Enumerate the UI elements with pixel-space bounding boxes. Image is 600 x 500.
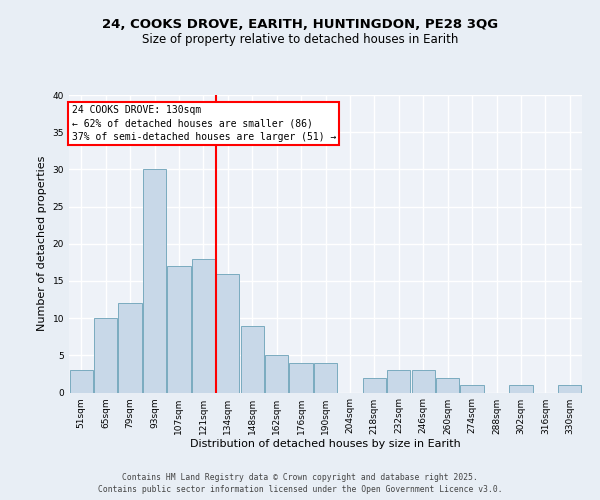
Bar <box>192 258 215 392</box>
Bar <box>436 378 459 392</box>
Text: 24 COOKS DROVE: 130sqm
← 62% of detached houses are smaller (86)
37% of semi-det: 24 COOKS DROVE: 130sqm ← 62% of detached… <box>71 106 336 142</box>
Bar <box>70 370 93 392</box>
Bar <box>143 170 166 392</box>
Bar <box>412 370 435 392</box>
Bar <box>265 356 288 393</box>
Y-axis label: Number of detached properties: Number of detached properties <box>37 156 47 332</box>
Bar <box>387 370 410 392</box>
Bar <box>363 378 386 392</box>
X-axis label: Distribution of detached houses by size in Earith: Distribution of detached houses by size … <box>190 440 461 450</box>
Bar <box>509 385 533 392</box>
Bar <box>314 363 337 392</box>
Bar <box>289 363 313 392</box>
Bar <box>118 303 142 392</box>
Bar <box>216 274 239 392</box>
Text: Size of property relative to detached houses in Earith: Size of property relative to detached ho… <box>142 32 458 46</box>
Bar <box>558 385 581 392</box>
Text: Contains HM Land Registry data © Crown copyright and database right 2025.
Contai: Contains HM Land Registry data © Crown c… <box>98 473 502 494</box>
Bar <box>460 385 484 392</box>
Bar <box>241 326 264 392</box>
Bar <box>94 318 117 392</box>
Text: 24, COOKS DROVE, EARITH, HUNTINGDON, PE28 3QG: 24, COOKS DROVE, EARITH, HUNTINGDON, PE2… <box>102 18 498 30</box>
Bar <box>167 266 191 392</box>
